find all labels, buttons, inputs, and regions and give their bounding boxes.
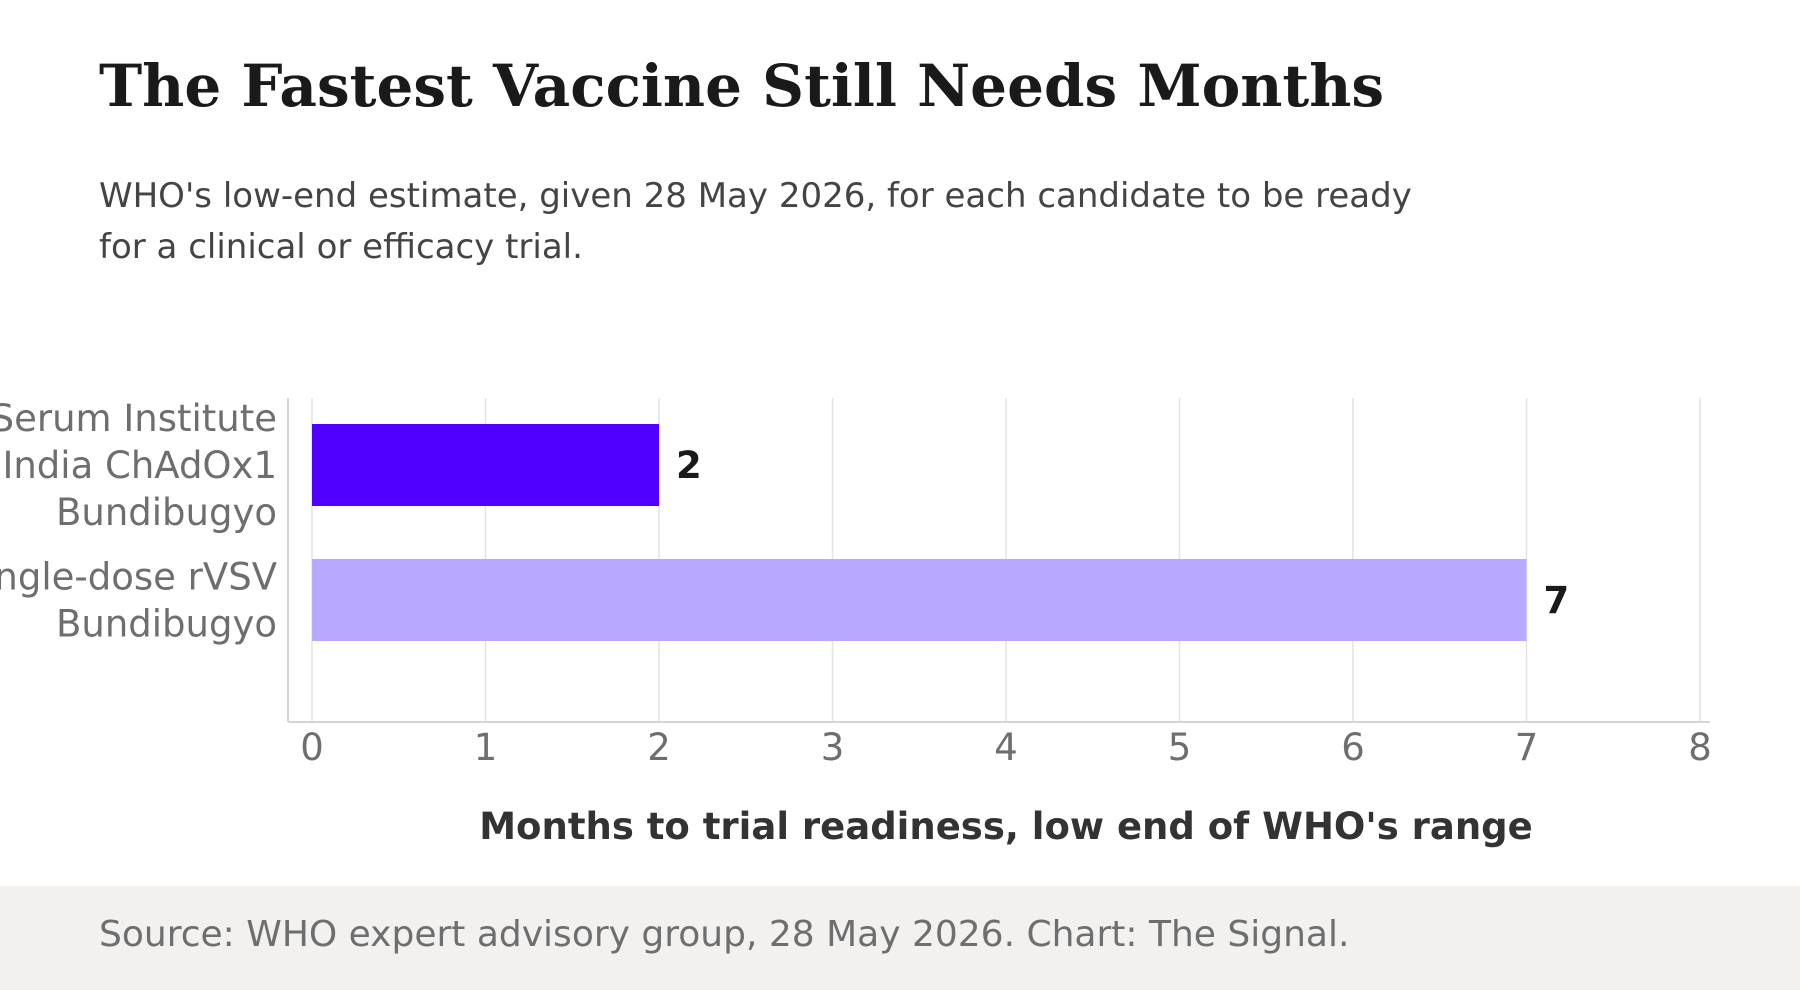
bar xyxy=(312,559,1527,641)
x-tick-label: 6 xyxy=(1341,726,1365,769)
x-axis-label: Months to trial readiness, low end of WH… xyxy=(479,805,1533,848)
category-label: Serum Institute xyxy=(0,397,277,440)
category-label: Single-dose rVSV xyxy=(0,556,277,599)
bar-chart: 0 1 2 3 4 5 6 7 8 Months to trial readiness, low … xyxy=(0,397,1712,848)
bar xyxy=(312,424,659,506)
category-label: of India ChAdOx1 xyxy=(0,444,277,487)
x-tick-label: 0 xyxy=(300,726,324,769)
x-tick-label: 2 xyxy=(647,726,671,769)
chart-subtitle: WHO's low-end estimate, given 28 May 202… xyxy=(99,176,1412,267)
footer-band xyxy=(0,886,1800,990)
x-tick-label: 3 xyxy=(821,726,845,769)
x-tick-label: 1 xyxy=(474,726,498,769)
x-tick-label: 8 xyxy=(1688,726,1712,769)
source-note: Source: WHO expert advisory group, 28 Ma… xyxy=(99,914,1350,955)
category-label: Bundibugyo xyxy=(56,491,277,534)
x-tick-label: 5 xyxy=(1168,726,1192,769)
x-tick-label: 4 xyxy=(994,726,1018,769)
category-label: Bundibugyo xyxy=(56,603,277,646)
chart-title: The Fastest Vaccine Still Needs Months xyxy=(99,52,1385,120)
bar-value-label: 7 xyxy=(1544,579,1570,622)
x-tick-label: 7 xyxy=(1515,726,1539,769)
bar-value-label: 2 xyxy=(676,444,702,487)
